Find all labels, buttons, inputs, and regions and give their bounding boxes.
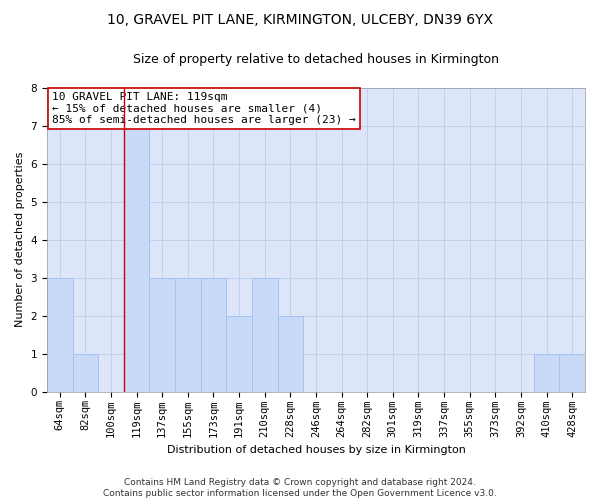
Bar <box>175 278 200 392</box>
Text: Contains HM Land Registry data © Crown copyright and database right 2024.
Contai: Contains HM Land Registry data © Crown c… <box>103 478 497 498</box>
Y-axis label: Number of detached properties: Number of detached properties <box>15 152 25 327</box>
Bar <box>534 354 559 392</box>
Bar <box>73 354 98 392</box>
Text: 10 GRAVEL PIT LANE: 119sqm
← 15% of detached houses are smaller (4)
85% of semi-: 10 GRAVEL PIT LANE: 119sqm ← 15% of deta… <box>52 92 356 126</box>
Title: Size of property relative to detached houses in Kirmington: Size of property relative to detached ho… <box>133 52 499 66</box>
Bar <box>278 316 303 392</box>
Text: 10, GRAVEL PIT LANE, KIRMINGTON, ULCEBY, DN39 6YX: 10, GRAVEL PIT LANE, KIRMINGTON, ULCEBY,… <box>107 12 493 26</box>
Bar <box>559 354 585 392</box>
Bar <box>200 278 226 392</box>
Bar <box>252 278 278 392</box>
Bar <box>149 278 175 392</box>
X-axis label: Distribution of detached houses by size in Kirmington: Distribution of detached houses by size … <box>167 445 466 455</box>
Bar <box>124 126 149 392</box>
Bar <box>226 316 252 392</box>
Bar <box>47 278 73 392</box>
